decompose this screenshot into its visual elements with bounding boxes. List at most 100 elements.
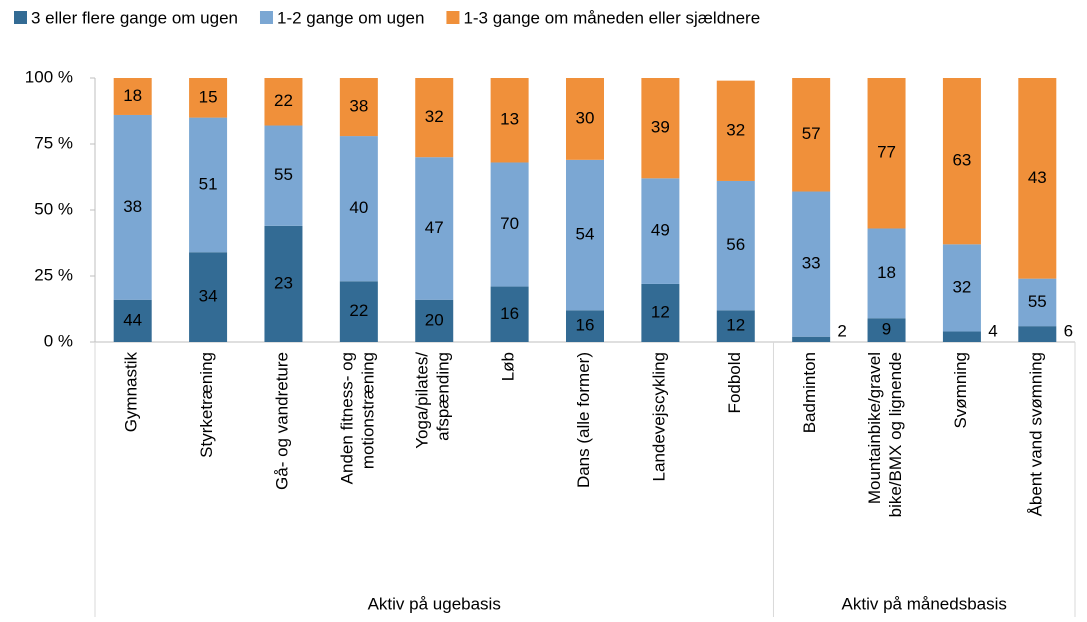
data-label: 13 [500, 110, 519, 129]
data-label: 15 [199, 87, 218, 106]
bar-segment [566, 78, 604, 160]
bar-segment [490, 162, 529, 287]
data-label: 32 [952, 277, 971, 296]
y-tick-label: 50 % [34, 199, 73, 218]
data-label: 16 [500, 304, 519, 323]
data-label: 18 [877, 263, 896, 282]
bar-segment [716, 180, 755, 311]
bar-segment [641, 78, 680, 179]
data-label: 77 [877, 143, 896, 162]
bar-segment [189, 117, 228, 253]
bar-segment [1018, 78, 1057, 279]
bar-segment [716, 80, 755, 181]
x-tick-label: Svømning [951, 352, 970, 429]
data-label: 40 [349, 198, 368, 217]
bar-segment [339, 281, 378, 342]
bar-segment [1018, 278, 1057, 327]
bar-segment [867, 318, 906, 342]
data-label: 44 [123, 310, 142, 329]
bar-segment [490, 286, 529, 342]
x-tick-label: Mountainbike/gravel bike/BMX og lignende [866, 352, 906, 517]
x-tick-label: Yoga/pilates/afspænding [413, 352, 453, 449]
bar-segment [264, 78, 303, 126]
x-tick-label: Badminton [801, 352, 820, 433]
y-tick-label: 75 % [34, 133, 73, 152]
data-label: 63 [952, 151, 971, 170]
data-label: 32 [726, 120, 745, 139]
group-label: Aktiv på månedsbasis [842, 594, 1007, 613]
x-tick-label: Styrketræning [198, 352, 217, 458]
data-label: 23 [274, 273, 293, 292]
bar-segment [415, 157, 454, 300]
bar-segment [641, 283, 680, 342]
x-tick-label: Gå- og vandreture [273, 352, 292, 490]
data-label: 12 [651, 302, 670, 321]
y-tick-label: 25 % [34, 265, 73, 284]
data-label: 30 [576, 108, 595, 127]
bar-segment [716, 310, 755, 342]
bar-segment [942, 331, 981, 342]
bar-segment [339, 136, 378, 282]
bar-segment [415, 299, 454, 342]
bar-segment [942, 78, 981, 245]
bar-segment [113, 299, 152, 342]
group-label: Aktiv på ugebasis [368, 594, 501, 613]
data-label: 12 [726, 316, 745, 335]
legend-swatch [14, 11, 27, 24]
bar-segment [113, 114, 152, 300]
bar-segment [792, 78, 831, 192]
data-label: 51 [199, 174, 218, 193]
legend-label: 3 eller flere gange om ugen [31, 8, 238, 27]
bar-segment [1018, 326, 1057, 342]
data-label: 54 [576, 225, 595, 244]
legend-swatch [259, 11, 273, 24]
x-tick-label: Dans (alle former) [574, 352, 593, 488]
bar-segment [264, 225, 303, 342]
bar-segment [189, 78, 228, 118]
y-tick-label: 0 % [44, 331, 73, 350]
data-label: 2 [837, 321, 846, 340]
x-tick-label: Åbent vand svømning [1027, 352, 1046, 516]
y-tick-label: 100 % [25, 67, 73, 86]
data-label: 18 [123, 86, 142, 105]
x-tick-label: Gymnastik [122, 352, 141, 433]
data-label: 38 [349, 97, 368, 116]
bar-segment [942, 244, 981, 332]
bar-segment [113, 78, 152, 115]
legend-label: 1-3 gange om måneden eller sjældnere [463, 8, 760, 27]
bar-segment [264, 125, 303, 226]
data-label: 33 [802, 254, 821, 273]
data-label: 4 [988, 321, 997, 340]
data-label: 55 [274, 165, 293, 184]
x-tick-label: Løb [499, 352, 518, 381]
data-label: 32 [425, 107, 444, 126]
data-label: 47 [425, 218, 444, 237]
x-tick-label: Anden fitness- og motionstræning [338, 352, 378, 484]
data-label: 39 [651, 118, 670, 137]
bar-segment [867, 228, 906, 319]
data-label: 20 [425, 310, 444, 329]
x-tick-label: Fodbold [725, 352, 744, 413]
legend-label: 1-2 gange om ugen [277, 8, 424, 27]
data-label: 22 [274, 91, 293, 110]
data-label: 55 [1028, 292, 1047, 311]
bar-segment [792, 336, 831, 342]
bar-segment [415, 78, 454, 158]
data-label: 34 [199, 287, 218, 306]
data-label: 38 [123, 197, 142, 216]
bar-segment [641, 178, 680, 284]
bar-segment [566, 159, 604, 311]
legend-swatch [446, 11, 460, 24]
bar-segment [867, 78, 906, 229]
data-label: 56 [726, 235, 745, 254]
data-label: 70 [500, 214, 519, 233]
data-label: 16 [576, 316, 595, 335]
bar-segment [566, 310, 604, 342]
data-label: 22 [349, 301, 368, 320]
data-label: 6 [1064, 321, 1073, 340]
bar-segment [792, 191, 831, 337]
bar-segment [339, 78, 378, 137]
data-label: 43 [1028, 168, 1047, 187]
bar-segment [189, 252, 228, 342]
